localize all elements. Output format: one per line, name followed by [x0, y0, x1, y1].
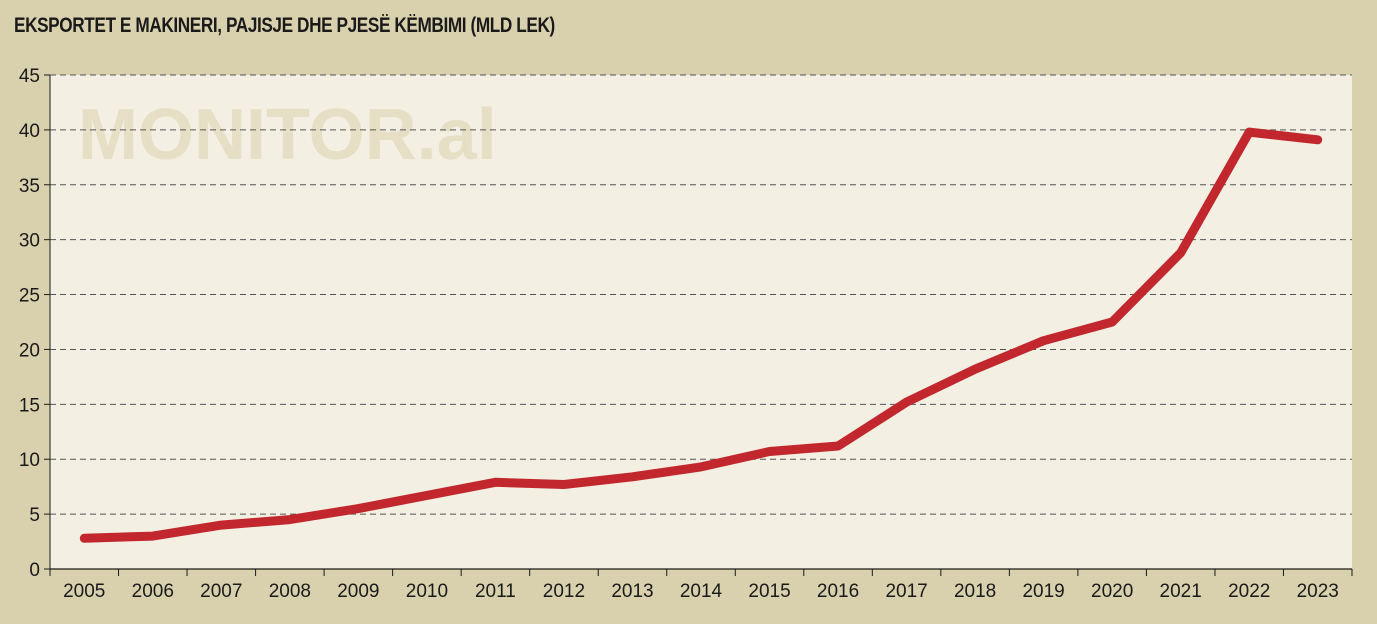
x-axis: 2005 2006 2007 2008 2009 2010 2011 2012 2013 2014…: [49, 568, 1353, 602]
y-tick-label: 25: [19, 286, 40, 307]
data-point: [83, 537, 85, 539]
plot-area: [50, 75, 1352, 569]
y-tick-label: 10: [19, 450, 40, 471]
data-point: [1111, 321, 1113, 323]
x-tick-label: 2022: [1228, 581, 1270, 602]
data-point: [1180, 252, 1182, 254]
x-tick-label: 2023: [1297, 581, 1339, 602]
y-tick-label: 15: [19, 395, 40, 416]
chart-title: EKSPORTET E MAKINERI, PAJISJE DHE PJESË …: [14, 14, 555, 37]
data-point: [631, 476, 633, 478]
y-tick-label: 20: [19, 340, 40, 361]
data-point: [769, 451, 771, 453]
data-point: [974, 368, 976, 370]
x-tick-label: 2012: [543, 581, 585, 602]
x-tick-label: 2006: [132, 581, 174, 602]
data-point: [289, 519, 291, 521]
x-tick-label: 2013: [611, 581, 653, 602]
x-tick-label: 2019: [1022, 581, 1064, 602]
x-tick-label: 2015: [748, 581, 790, 602]
x-tick-label: 2005: [63, 581, 105, 602]
x-tick-label: 2007: [200, 581, 242, 602]
data-point: [1248, 131, 1250, 133]
data-point: [357, 508, 359, 510]
data-point: [700, 466, 702, 468]
x-tick-label: 2018: [954, 581, 996, 602]
x-tick-label: 2009: [337, 581, 379, 602]
data-point: [906, 401, 908, 403]
data-point: [1317, 139, 1319, 141]
data-point: [837, 445, 839, 447]
y-tick-label: 5: [29, 505, 40, 526]
data-point: [563, 483, 565, 485]
series-layer: [79, 127, 1323, 543]
y-tick-label: 45: [19, 66, 40, 87]
x-tick-label: 2020: [1091, 581, 1133, 602]
x-tick-label: 2010: [406, 581, 448, 602]
y-tick-label: 0: [29, 560, 40, 581]
watermark-logo: MONITOR.al: [78, 95, 497, 175]
x-tick-label: 2008: [269, 581, 311, 602]
x-tick-label: 2016: [817, 581, 859, 602]
y-axis: 0 5 10 15 20 25 30 35 40 45: [19, 66, 51, 581]
series-line: [79, 127, 1323, 543]
x-tick-label: 2014: [680, 581, 723, 602]
data-point: [152, 535, 154, 537]
data-point: [1043, 340, 1045, 342]
x-tick-label: 2021: [1160, 581, 1202, 602]
x-tick-label: 2011: [475, 581, 516, 602]
x-tick-label: 2017: [885, 581, 927, 602]
data-point: [426, 494, 428, 496]
data-point: [220, 524, 222, 526]
data-point: [494, 481, 496, 483]
y-tick-label: 30: [19, 231, 40, 252]
y-tick-label: 40: [19, 121, 40, 142]
grid-lines: [50, 74, 1352, 515]
y-tick-label: 35: [19, 176, 40, 197]
